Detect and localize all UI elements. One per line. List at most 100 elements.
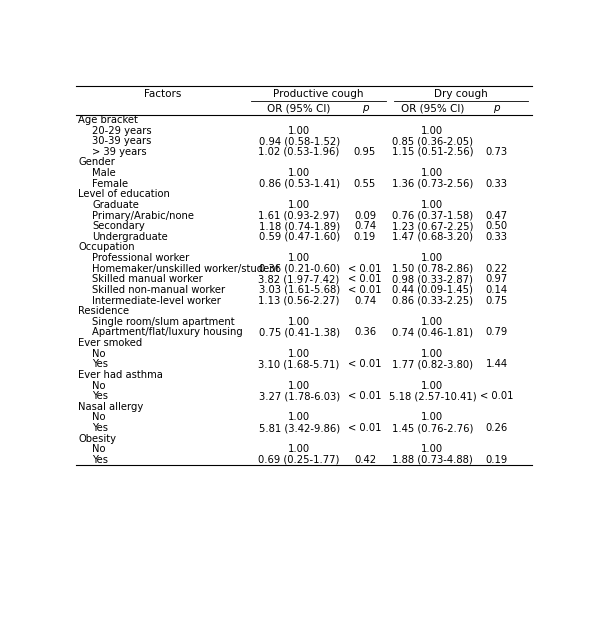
Text: 0.75 (0.41-1.38): 0.75 (0.41-1.38) — [259, 327, 340, 337]
Text: Residence: Residence — [79, 306, 129, 316]
Text: 1.00: 1.00 — [421, 126, 443, 136]
Text: < 0.01: < 0.01 — [348, 275, 382, 284]
Text: No: No — [92, 413, 106, 422]
Text: No: No — [92, 349, 106, 359]
Text: 1.13 (0.56-2.27): 1.13 (0.56-2.27) — [258, 295, 340, 306]
Text: < 0.01: < 0.01 — [348, 264, 382, 274]
Text: Nasal allergy: Nasal allergy — [79, 402, 143, 412]
Text: 1.00: 1.00 — [288, 380, 310, 391]
Text: 0.94 (0.58-1.52): 0.94 (0.58-1.52) — [259, 136, 340, 146]
Text: < 0.01: < 0.01 — [480, 391, 513, 401]
Text: Ever smoked: Ever smoked — [79, 338, 142, 348]
Text: Ever had asthma: Ever had asthma — [79, 370, 163, 380]
Text: 5.81 (3.42-9.86): 5.81 (3.42-9.86) — [259, 423, 340, 433]
Text: 1.77 (0.82-3.80): 1.77 (0.82-3.80) — [392, 359, 473, 369]
Text: 0.59 (0.47-1.60): 0.59 (0.47-1.60) — [259, 232, 340, 242]
Text: Intermediate-level worker: Intermediate-level worker — [92, 295, 221, 306]
Text: Age bracket: Age bracket — [79, 115, 138, 125]
Text: 0.73: 0.73 — [486, 146, 508, 157]
Text: Single room/slum apartment: Single room/slum apartment — [92, 317, 235, 327]
Text: 0.26: 0.26 — [486, 423, 508, 433]
Text: 0.74: 0.74 — [354, 221, 376, 231]
Text: 1.00: 1.00 — [421, 413, 443, 422]
Text: Level of education: Level of education — [79, 190, 170, 199]
Text: 0.33: 0.33 — [486, 232, 508, 242]
Text: 1.00: 1.00 — [421, 317, 443, 327]
Text: 0.44 (0.09-1.45): 0.44 (0.09-1.45) — [392, 285, 473, 295]
Text: 3.27 (1.78-6.03): 3.27 (1.78-6.03) — [259, 391, 340, 401]
Text: 3.10 (1.68-5.71): 3.10 (1.68-5.71) — [258, 359, 340, 369]
Text: 1.00: 1.00 — [421, 200, 443, 210]
Text: Apartment/flat/luxury housing: Apartment/flat/luxury housing — [92, 327, 243, 337]
Text: No: No — [92, 380, 106, 391]
Text: OR (95% CI): OR (95% CI) — [401, 103, 464, 113]
Text: 0.47: 0.47 — [486, 210, 508, 221]
Text: 1.00: 1.00 — [288, 317, 310, 327]
Text: Undergraduate: Undergraduate — [92, 232, 168, 242]
Text: No: No — [92, 444, 106, 455]
Text: > 39 years: > 39 years — [92, 146, 147, 157]
Text: 1.00: 1.00 — [288, 413, 310, 422]
Text: 1.00: 1.00 — [288, 253, 310, 263]
Text: 1.61 (0.93-2.97): 1.61 (0.93-2.97) — [258, 210, 340, 221]
Text: Yes: Yes — [92, 391, 108, 401]
Text: 20-29 years: 20-29 years — [92, 126, 152, 136]
Text: 0.09: 0.09 — [354, 210, 376, 221]
Text: 0.74: 0.74 — [354, 295, 376, 306]
Text: Factors: Factors — [143, 89, 181, 99]
Text: Female: Female — [92, 179, 129, 189]
Text: Skilled non-manual worker: Skilled non-manual worker — [92, 285, 226, 295]
Text: 1.00: 1.00 — [421, 168, 443, 178]
Text: 1.36 (0.73-2.56): 1.36 (0.73-2.56) — [392, 179, 473, 189]
Text: 0.86 (0.33-2.25): 0.86 (0.33-2.25) — [392, 295, 473, 306]
Text: 3.82 (1.97-7.42): 3.82 (1.97-7.42) — [258, 275, 340, 284]
Text: 0.98 (0.33-2.87): 0.98 (0.33-2.87) — [392, 275, 473, 284]
Text: Graduate: Graduate — [92, 200, 139, 210]
Text: Obesity: Obesity — [79, 434, 116, 444]
Text: 0.76 (0.37-1.58): 0.76 (0.37-1.58) — [392, 210, 473, 221]
Text: Yes: Yes — [92, 455, 108, 465]
Text: 0.36 (0.21-0.60): 0.36 (0.21-0.60) — [259, 264, 340, 274]
Text: 1.00: 1.00 — [421, 349, 443, 359]
Text: 0.75: 0.75 — [486, 295, 508, 306]
Text: Yes: Yes — [92, 359, 108, 369]
Text: Professional worker: Professional worker — [92, 253, 189, 263]
Text: p: p — [493, 103, 500, 113]
Text: 1.02 (0.53-1.96): 1.02 (0.53-1.96) — [258, 146, 340, 157]
Text: 1.00: 1.00 — [421, 380, 443, 391]
Text: 0.19: 0.19 — [486, 455, 508, 465]
Text: p: p — [362, 103, 368, 113]
Text: Skilled manual worker: Skilled manual worker — [92, 275, 203, 284]
Text: 0.42: 0.42 — [354, 455, 376, 465]
Text: 1.88 (0.73-4.88): 1.88 (0.73-4.88) — [392, 455, 473, 465]
Text: 0.36: 0.36 — [354, 327, 376, 337]
Text: 0.19: 0.19 — [354, 232, 376, 242]
Text: 30-39 years: 30-39 years — [92, 136, 152, 146]
Text: 0.97: 0.97 — [486, 275, 508, 284]
Text: 1.00: 1.00 — [421, 444, 443, 455]
Text: 1.44: 1.44 — [486, 359, 508, 369]
Text: Yes: Yes — [92, 423, 108, 433]
Text: Productive cough: Productive cough — [273, 89, 364, 99]
Text: Secondary: Secondary — [92, 221, 145, 231]
Text: 0.85 (0.36-2.05): 0.85 (0.36-2.05) — [392, 136, 473, 146]
Text: 0.69 (0.25-1.77): 0.69 (0.25-1.77) — [258, 455, 340, 465]
Text: < 0.01: < 0.01 — [348, 359, 382, 369]
Text: Occupation: Occupation — [79, 242, 135, 252]
Text: 0.22: 0.22 — [486, 264, 508, 274]
Text: 1.00: 1.00 — [288, 126, 310, 136]
Text: OR (95% CI): OR (95% CI) — [267, 103, 331, 113]
Text: < 0.01: < 0.01 — [348, 423, 382, 433]
Text: 0.14: 0.14 — [486, 285, 508, 295]
Text: < 0.01: < 0.01 — [348, 391, 382, 401]
Text: 0.33: 0.33 — [486, 179, 508, 189]
Text: 1.47 (0.68-3.20): 1.47 (0.68-3.20) — [392, 232, 473, 242]
Text: 5.18 (2.57-10.41): 5.18 (2.57-10.41) — [389, 391, 476, 401]
Text: 1.23 (0.67-2.25): 1.23 (0.67-2.25) — [392, 221, 473, 231]
Text: 0.50: 0.50 — [486, 221, 508, 231]
Text: 1.15 (0.51-2.56): 1.15 (0.51-2.56) — [392, 146, 473, 157]
Text: 1.45 (0.76-2.76): 1.45 (0.76-2.76) — [392, 423, 473, 433]
Text: 1.00: 1.00 — [288, 444, 310, 455]
Text: 0.95: 0.95 — [354, 146, 376, 157]
Text: Homemaker/unskilled worker/student: Homemaker/unskilled worker/student — [92, 264, 280, 274]
